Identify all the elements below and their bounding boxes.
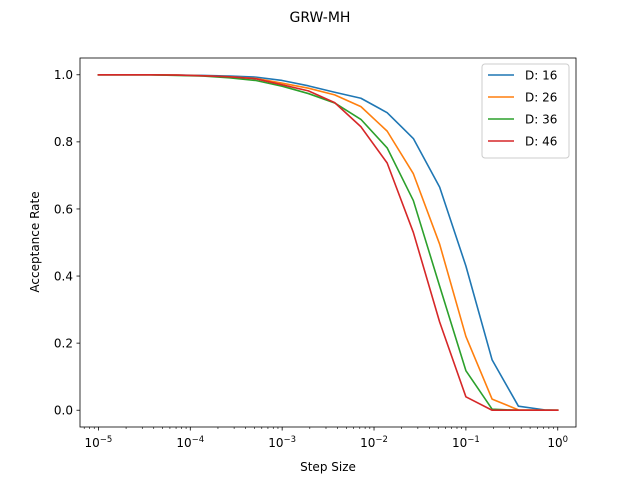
x-tick-label: 10−1 <box>452 435 480 450</box>
x-tick-label: 10−4 <box>176 435 204 450</box>
legend-label: D: 26 <box>525 91 557 105</box>
y-tick-label: 0.6 <box>54 202 73 216</box>
chart-title: GRW-MH <box>290 10 351 26</box>
y-tick-label: 1.0 <box>54 68 73 82</box>
x-tick-label: 10−2 <box>360 435 388 450</box>
x-tick-label: 10−5 <box>85 435 113 450</box>
axes-layer: 10−5 10−4 10−3 10−2 10−1 100 0.0 0.2 0.4 0.6 0.8 1.… <box>54 57 577 450</box>
series-line-4 <box>97 73 559 412</box>
lines-layer <box>97 73 559 412</box>
y-tick-label: 0.4 <box>54 269 73 283</box>
y-axis-label: Acceptance Rate <box>28 191 42 292</box>
x-axis-label: Step Size <box>300 460 356 474</box>
legend-label: D: 16 <box>525 69 557 83</box>
y-tick-label: 0.0 <box>54 404 73 418</box>
legend-box <box>481 63 570 159</box>
y-tick-label: 0.2 <box>54 336 73 350</box>
plot-frame <box>79 57 577 428</box>
legend: D: 16 D: 26 D: 36 D: 46 <box>481 63 570 159</box>
x-tick-label: 10−3 <box>268 435 296 450</box>
x-tick-label: 100 <box>547 435 568 450</box>
legend-label: D: 46 <box>525 135 557 149</box>
y-tick-label: 0.8 <box>54 135 73 149</box>
legend-label: D: 36 <box>525 113 557 127</box>
